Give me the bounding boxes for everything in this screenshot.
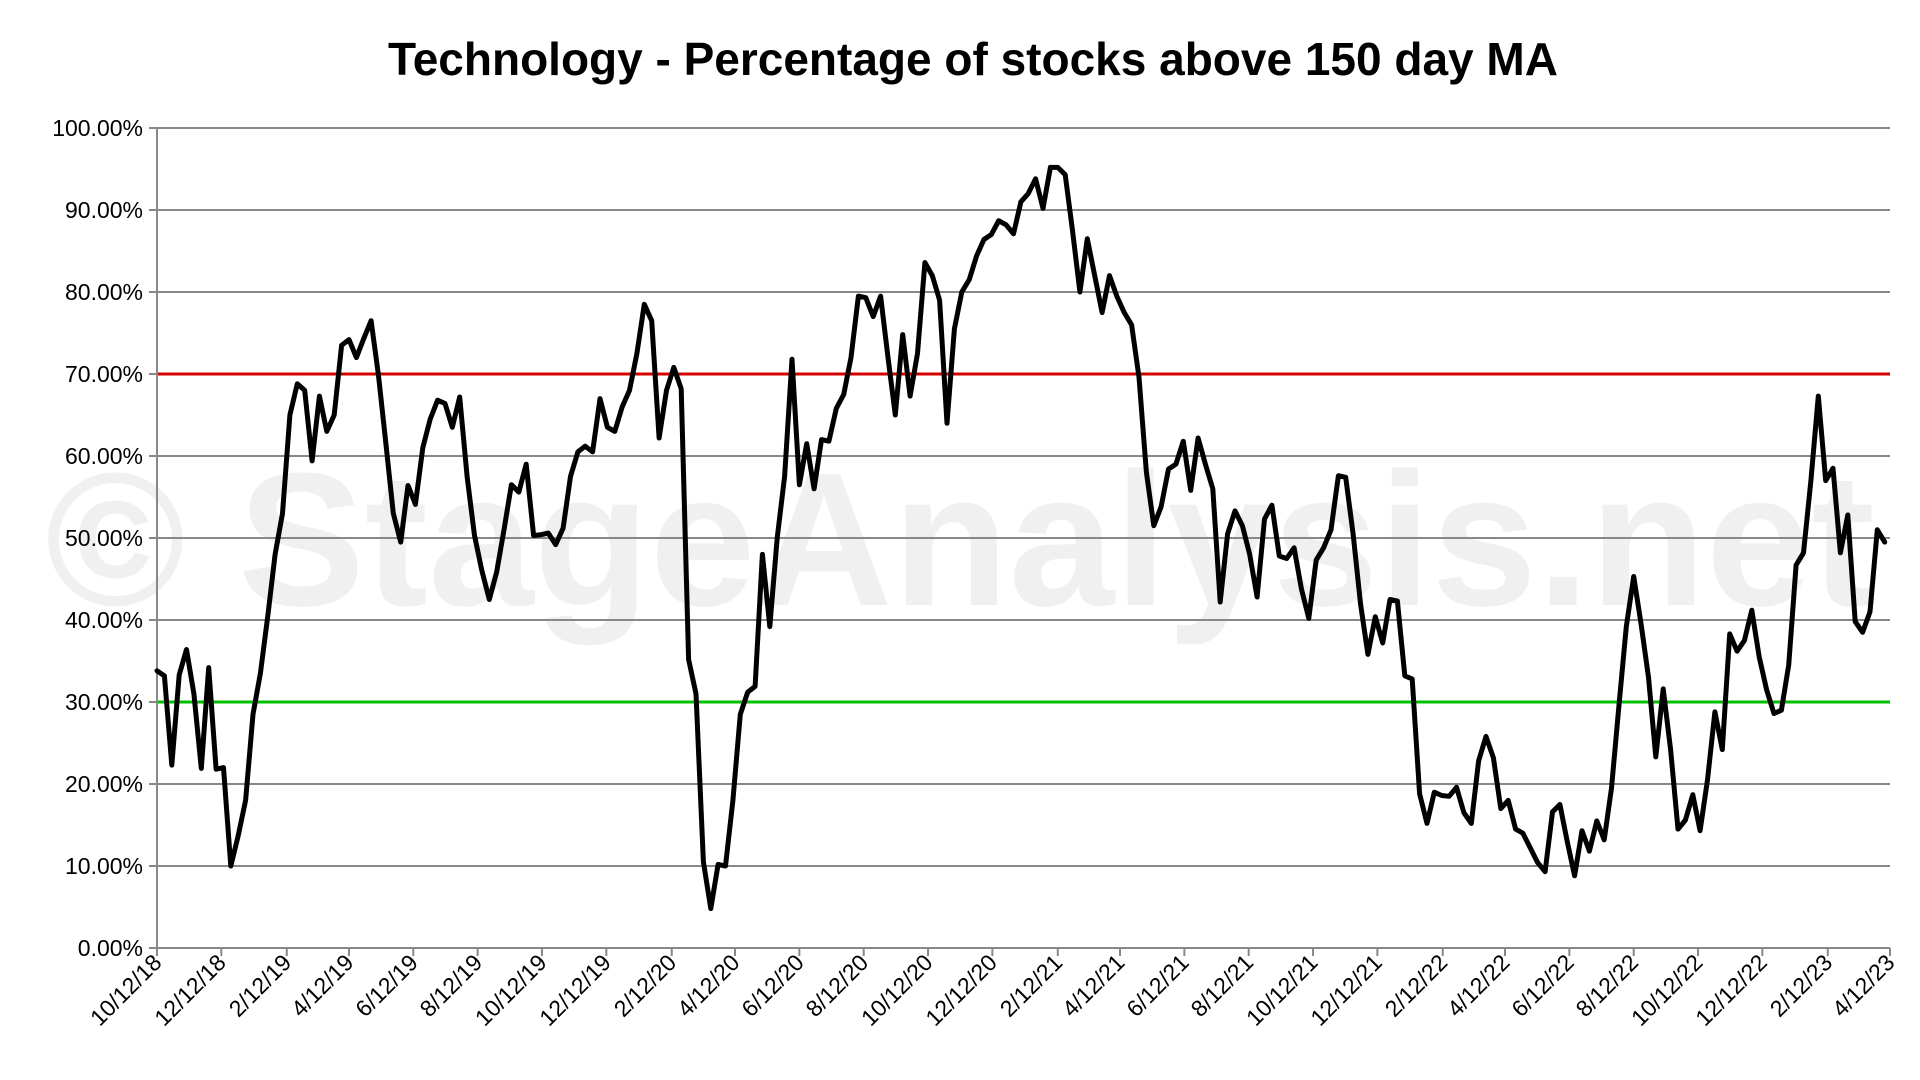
x-tick-labels: 10/12/1812/12/182/12/194/12/196/12/198/1… xyxy=(85,949,1900,1031)
series-line xyxy=(154,164,1888,912)
x-tick-label: 6/12/21 xyxy=(1121,949,1194,1022)
x-tick-label: 12/12/18 xyxy=(149,949,231,1031)
x-tick-label: 4/12/20 xyxy=(672,949,745,1022)
x-tick-label: 2/12/21 xyxy=(995,949,1068,1022)
reference-lines xyxy=(157,372,1890,704)
y-tick-labels: 0.00% 10.00% 20.00% 30.00% 40.00% 50.00% 60.00… xyxy=(52,115,143,961)
y-tick-label: 10.00% xyxy=(65,853,143,879)
y-tick-label: 50.00% xyxy=(65,525,143,551)
x-tick-label: 2/12/20 xyxy=(609,949,682,1022)
x-tick-label: 4/12/21 xyxy=(1057,949,1130,1022)
y-tick-label: 100.00% xyxy=(52,115,143,141)
x-tick-label: 2/12/19 xyxy=(224,949,297,1022)
x-tick-label: 4/12/23 xyxy=(1827,949,1900,1022)
y-tick-label: 40.00% xyxy=(65,607,143,633)
y-tick-label: 70.00% xyxy=(65,361,143,387)
y-tick-label: 0.00% xyxy=(78,935,143,961)
x-tick-label: 6/12/19 xyxy=(350,949,423,1022)
x-tick-label: 12/12/21 xyxy=(1305,949,1387,1031)
watermark: © StageAnalysis.net xyxy=(45,434,1875,646)
y-tick-label: 30.00% xyxy=(65,689,143,715)
x-tick-label: 12/12/22 xyxy=(1690,949,1772,1031)
x-tick-label: 2/12/23 xyxy=(1765,949,1838,1022)
x-tick-label: 4/12/19 xyxy=(286,949,359,1022)
chart-title: Technology - Percentage of stocks above … xyxy=(388,33,1558,85)
x-tick-label: 2/12/22 xyxy=(1380,949,1453,1022)
x-tick-label: 6/12/20 xyxy=(736,949,809,1022)
axes xyxy=(149,127,1891,956)
y-tick-label: 90.00% xyxy=(65,197,143,223)
x-tick-label: 4/12/22 xyxy=(1442,949,1515,1022)
series xyxy=(154,164,1888,912)
y-tick-label: 60.00% xyxy=(65,443,143,469)
y-tick-label: 20.00% xyxy=(65,771,143,797)
y-tick-label: 80.00% xyxy=(65,279,143,305)
gridlines xyxy=(157,127,1890,949)
x-tick-label: 6/12/22 xyxy=(1506,949,1579,1022)
x-tick-label: 12/12/20 xyxy=(920,949,1002,1031)
x-tick-label: 12/12/19 xyxy=(534,949,616,1031)
